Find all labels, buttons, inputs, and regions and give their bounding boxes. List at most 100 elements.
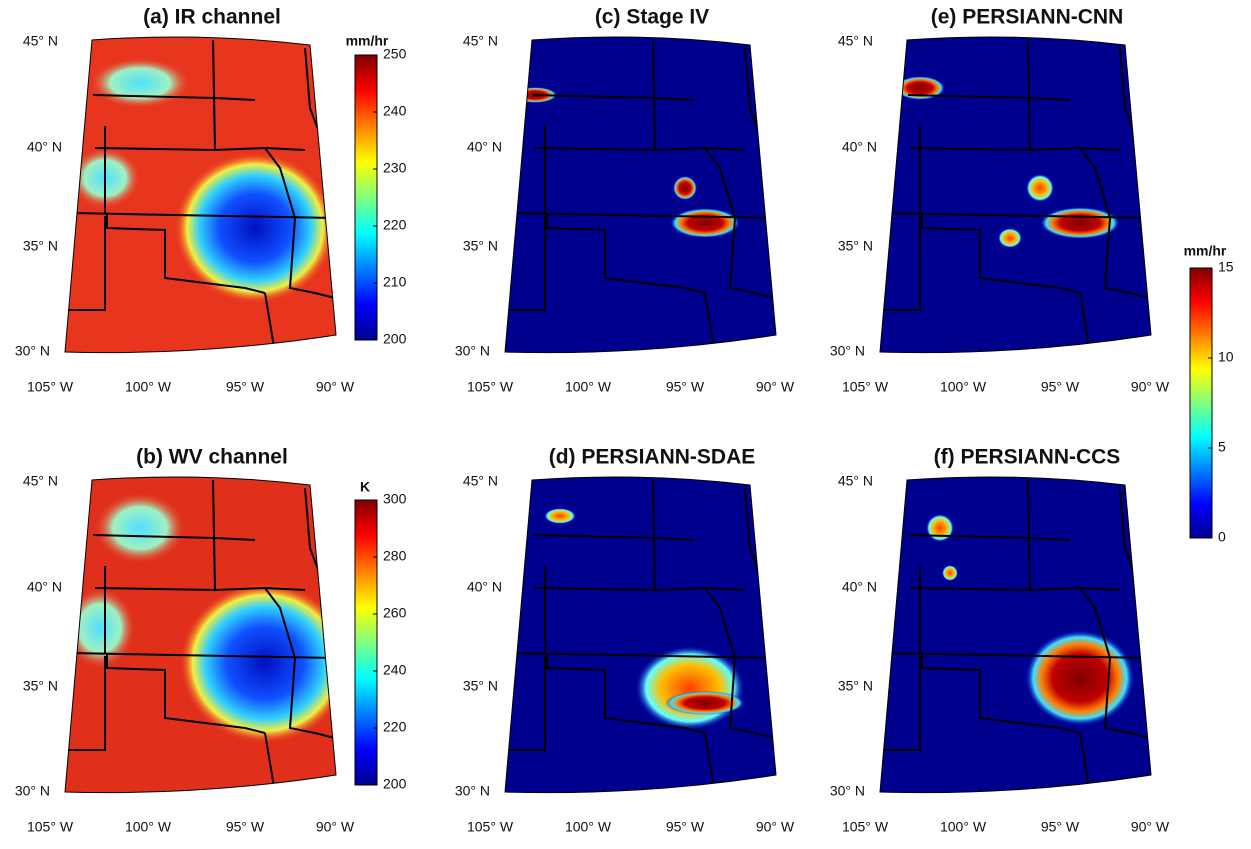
lon-label: 90° W (1131, 819, 1170, 835)
lat-label: 30° N (830, 343, 865, 359)
colorbar-tick-label: 210 (383, 274, 407, 290)
colorbar-tick-label: 220 (383, 217, 407, 233)
field-blob (926, 514, 954, 542)
panel-title: (d) PERSIANN-SDAE (549, 446, 756, 469)
field-blob (544, 508, 576, 524)
lon-label: 90° W (756, 379, 795, 395)
lon-label: 100° W (125, 819, 172, 835)
lat-label: 35° N (838, 238, 873, 254)
field-blob (95, 493, 185, 563)
colorbar-tick-label: 250 (383, 46, 407, 62)
lat-label: 40° N (27, 139, 62, 155)
colorbar-tick-label: 15 (1218, 259, 1234, 275)
map-field (65, 477, 350, 793)
lon-label: 95° W (226, 379, 265, 395)
field-blob (673, 176, 697, 200)
lon-label: 100° W (565, 819, 612, 835)
map-field (880, 477, 1151, 793)
field-blob (90, 58, 190, 108)
lat-label: 45° N (838, 33, 873, 49)
field-blob (65, 588, 135, 668)
lon-label: 95° W (666, 379, 705, 395)
colorbar-tick-label: 0 (1218, 529, 1226, 545)
lat-label: 45° N (23, 33, 58, 49)
lat-label: 35° N (838, 678, 873, 694)
field-blob (1025, 630, 1135, 726)
map-panel (880, 477, 1151, 793)
lat-label: 45° N (463, 33, 498, 49)
lon-label: 95° W (1041, 379, 1080, 395)
panel-title: (a) IR channel (143, 6, 281, 29)
lon-label: 105° W (27, 379, 74, 395)
lon-label: 90° W (316, 379, 355, 395)
lat-label: 45° N (463, 473, 498, 489)
colorbar-tick-label: 200 (383, 331, 407, 347)
lat-label: 30° N (455, 343, 490, 359)
field-blob (998, 228, 1022, 248)
lon-label: 95° W (666, 819, 705, 835)
figure: (a) IR channel 45° N 40° N 35° N 30° N 105° W… (0, 0, 1251, 844)
colorbar-tick-label: 220 (383, 719, 407, 735)
field-blob (670, 208, 740, 238)
map-panel (65, 477, 350, 793)
lon-label: 105° W (467, 819, 514, 835)
lon-label: 90° W (1131, 379, 1170, 395)
lat-label: 35° N (463, 238, 498, 254)
colorbar-tick-label: 240 (383, 103, 407, 119)
lat-label: 45° N (838, 473, 873, 489)
colorbar (1190, 268, 1212, 538)
colorbar (355, 55, 377, 340)
lat-label: 35° N (23, 678, 58, 694)
colorbar-tick-label: 240 (383, 662, 407, 678)
lat-label: 40° N (27, 579, 62, 595)
map-panel (505, 477, 776, 793)
colorbar-unit: mm/hr (1184, 243, 1227, 259)
lon-label: 105° W (467, 379, 514, 395)
field-blob (175, 153, 335, 303)
colorbar-tick-label: 260 (383, 605, 407, 621)
lat-label: 40° N (842, 579, 877, 595)
lat-label: 30° N (455, 783, 490, 799)
colorbar-unit: K (360, 479, 370, 495)
field-blob (180, 583, 350, 743)
map-panel (505, 37, 776, 353)
lon-label: 95° W (226, 819, 265, 835)
lat-label: 35° N (463, 678, 498, 694)
map-field (505, 477, 776, 793)
lon-label: 100° W (940, 379, 987, 395)
colorbar (355, 500, 377, 785)
map-field (505, 37, 776, 353)
lat-label: 40° N (467, 139, 502, 155)
colorbar-tick-label: 280 (383, 548, 407, 564)
panel-title: (e) PERSIANN-CNN (931, 6, 1124, 29)
map-panel (880, 37, 1151, 353)
lon-label: 95° W (1041, 819, 1080, 835)
lon-label: 90° W (756, 819, 795, 835)
lat-label: 30° N (830, 783, 865, 799)
lon-label: 100° W (565, 379, 612, 395)
field-blob (1026, 174, 1054, 202)
lat-label: 40° N (842, 139, 877, 155)
map-panel (65, 37, 336, 353)
lat-label: 30° N (15, 783, 50, 799)
panel-title: (f) PERSIANN-CCS (934, 446, 1121, 469)
panel-title: (b) WV channel (136, 446, 288, 469)
map-field (880, 37, 1151, 353)
lat-label: 40° N (467, 579, 502, 595)
colorbar-tick-label: 230 (383, 160, 407, 176)
lat-label: 30° N (15, 343, 50, 359)
lon-label: 100° W (940, 819, 987, 835)
colorbar-tick-label: 5 (1218, 439, 1226, 455)
lon-label: 100° W (125, 379, 172, 395)
colorbar-tick-label: 300 (383, 491, 407, 507)
field-blob (635, 646, 745, 730)
lon-label: 105° W (842, 379, 889, 395)
lon-label: 105° W (842, 819, 889, 835)
panel-title: (c) Stage IV (595, 6, 709, 29)
lat-label: 45° N (23, 473, 58, 489)
colorbar-tick-label: 10 (1218, 349, 1234, 365)
colorbar-tick-label: 200 (383, 776, 407, 792)
lat-label: 35° N (23, 238, 58, 254)
field-blob (942, 565, 958, 581)
lon-label: 90° W (316, 819, 355, 835)
